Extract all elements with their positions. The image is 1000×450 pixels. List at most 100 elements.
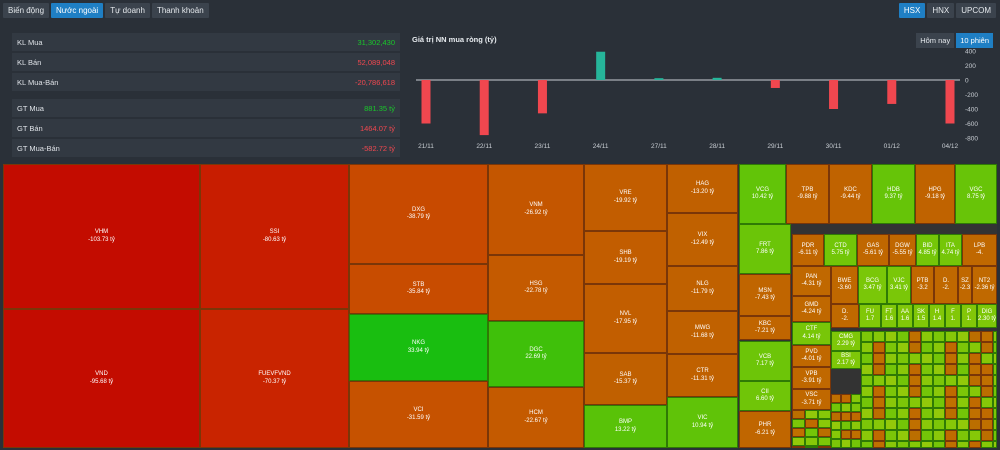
treemap-small-tile[interactable]	[873, 353, 885, 364]
treemap-small-tile[interactable]	[981, 364, 993, 375]
treemap-small-tile[interactable]	[921, 342, 933, 353]
treemap-small-tile[interactable]	[909, 419, 921, 430]
treemap-small-tile[interactable]	[921, 441, 933, 448]
treemap-small-tile[interactable]	[921, 430, 933, 441]
treemap-small-tile[interactable]	[909, 342, 921, 353]
treemap-cell-phr[interactable]: PHR -6.21 tỷ	[739, 411, 791, 448]
treemap-small-tile[interactable]	[861, 408, 873, 419]
treemap-cell-vsc[interactable]: VSC -3.71 tỷ	[792, 389, 831, 410]
treemap-cell-bwe[interactable]: BWE -3.60	[831, 266, 858, 304]
treemap-cell-ita[interactable]: ITA 4.74 tỷ	[939, 234, 962, 266]
treemap-small-tile[interactable]	[993, 375, 997, 386]
treemap-small-tile[interactable]	[933, 331, 945, 342]
treemap-small-tile[interactable]	[969, 419, 981, 430]
treemap-cell-mwg[interactable]: MWG -11.68 tỷ	[667, 311, 738, 354]
treemap-small-tile[interactable]	[818, 419, 831, 428]
tab-0[interactable]: Biến động	[3, 3, 50, 18]
treemap-small-tile[interactable]	[921, 419, 933, 430]
treemap-small-tile[interactable]	[957, 430, 969, 441]
treemap-small-tile[interactable]	[957, 397, 969, 408]
treemap-small-tile[interactable]	[805, 446, 818, 448]
treemap-small-tile[interactable]	[885, 386, 897, 397]
treemap-small-tile[interactable]	[945, 430, 957, 441]
tab-3[interactable]: Thanh khoản	[151, 3, 209, 18]
period-tab-1[interactable]: 10 phiên	[956, 33, 993, 48]
treemap-small-tile[interactable]	[993, 441, 997, 448]
treemap-small-tile[interactable]	[909, 331, 921, 342]
treemap-small-tile[interactable]	[831, 403, 841, 412]
treemap-small-tile[interactable]	[921, 408, 933, 419]
treemap-cell-gmd[interactable]: GMD -4.24 tỷ	[792, 296, 831, 322]
treemap-small-tile[interactable]	[921, 353, 933, 364]
treemap-small-tile[interactable]	[933, 397, 945, 408]
treemap-cell-bcg[interactable]: BCG 3.47 tỷ	[858, 266, 887, 304]
treemap-small-tile[interactable]	[981, 342, 993, 353]
treemap-cell-ptb[interactable]: PTB -3.2	[911, 266, 934, 304]
treemap-cell-dgw[interactable]: DGW -5.55 tỷ	[889, 234, 916, 266]
treemap-small-tile[interactable]	[909, 375, 921, 386]
treemap-cell-vhm[interactable]: VHM -103.73 tỷ	[3, 164, 200, 309]
treemap-small-tile[interactable]	[841, 394, 851, 403]
treemap-small-tile[interactable]	[909, 364, 921, 375]
treemap-small-tile[interactable]	[981, 331, 993, 342]
treemap-small-tile[interactable]	[885, 364, 897, 375]
treemap-small-tile[interactable]	[873, 364, 885, 375]
treemap-small-tile[interactable]	[841, 421, 851, 430]
treemap-small-tile[interactable]	[851, 439, 861, 448]
treemap-small-tile[interactable]	[897, 331, 909, 342]
treemap-small-tile[interactable]	[897, 430, 909, 441]
treemap-small-tile[interactable]	[981, 408, 993, 419]
treemap-small-tile[interactable]	[897, 342, 909, 353]
treemap-small-tile[interactable]	[933, 375, 945, 386]
treemap-small-tile[interactable]	[861, 441, 873, 448]
exchange-tab-upcom[interactable]: UPCOM	[956, 3, 996, 18]
treemap-small-tile[interactable]	[933, 408, 945, 419]
treemap-small-tile[interactable]	[873, 375, 885, 386]
treemap-small-tile[interactable]	[831, 430, 841, 439]
treemap-small-tile[interactable]	[993, 331, 997, 342]
treemap-small-tile[interactable]	[933, 364, 945, 375]
treemap-small-tile[interactable]	[873, 430, 885, 441]
treemap-cell-p[interactable]: P 1.	[961, 304, 977, 328]
treemap-small-tile[interactable]	[818, 410, 831, 419]
treemap-cell-vix[interactable]: VIX -12.49 tỷ	[667, 213, 738, 266]
treemap-cell-pdr[interactable]: PDR -6.11 tỷ	[792, 234, 824, 266]
treemap-small-tile[interactable]	[897, 353, 909, 364]
treemap-small-tile[interactable]	[933, 353, 945, 364]
treemap-small-tile[interactable]	[805, 419, 818, 428]
treemap-small-tile[interactable]	[873, 419, 885, 430]
period-tab-0[interactable]: Hôm nay	[916, 33, 955, 48]
treemap-small-tile[interactable]	[945, 408, 957, 419]
treemap-small-tile[interactable]	[945, 397, 957, 408]
treemap-small-tile[interactable]	[897, 386, 909, 397]
treemap-small-tile[interactable]	[897, 364, 909, 375]
treemap-small-tile[interactable]	[909, 353, 921, 364]
treemap-cell-vgc[interactable]: VGC 8.75 tỷ	[955, 164, 997, 224]
treemap-cell-fu[interactable]: FU 1.7	[859, 304, 881, 328]
treemap-cell-vci[interactable]: VCI -31.59 tỷ	[349, 381, 488, 448]
treemap-small-tile[interactable]	[792, 428, 805, 437]
treemap-small-tile[interactable]	[957, 408, 969, 419]
treemap-cell-vcg[interactable]: VCG 10.42 tỷ	[739, 164, 786, 224]
treemap-cell-cii[interactable]: CII 6.60 tỷ	[739, 381, 791, 411]
treemap-cell-sk[interactable]: SK 1.5	[913, 304, 929, 328]
treemap-cell-fuevfvnd[interactable]: FUEVFVND -70.37 tỷ	[200, 309, 349, 448]
treemap-small-tile[interactable]	[993, 408, 997, 419]
treemap-small-tile[interactable]	[818, 428, 831, 437]
treemap-cell-d[interactable]: D. -2.	[831, 304, 859, 328]
treemap-cell-shb[interactable]: SHB -19.19 tỷ	[584, 231, 667, 284]
treemap-small-tile[interactable]	[957, 441, 969, 448]
treemap-small-tile[interactable]	[993, 397, 997, 408]
treemap-small-tile[interactable]	[969, 342, 981, 353]
treemap-small-tile[interactable]	[945, 419, 957, 430]
treemap-small-tile[interactable]	[861, 386, 873, 397]
treemap-small-tile[interactable]	[921, 364, 933, 375]
treemap-small-tile[interactable]	[921, 397, 933, 408]
treemap-small-tile[interactable]	[792, 446, 805, 448]
treemap-cell-lpb[interactable]: LPB -4.	[962, 234, 997, 266]
treemap-small-tile[interactable]	[957, 364, 969, 375]
exchange-tab-hnx[interactable]: HNX	[927, 3, 955, 18]
treemap-cell-vpb[interactable]: VPB -3.91 tỷ	[792, 367, 831, 389]
treemap-small-tile[interactable]	[861, 397, 873, 408]
treemap-cell-bid[interactable]: BID 4.85 tỷ	[916, 234, 939, 266]
